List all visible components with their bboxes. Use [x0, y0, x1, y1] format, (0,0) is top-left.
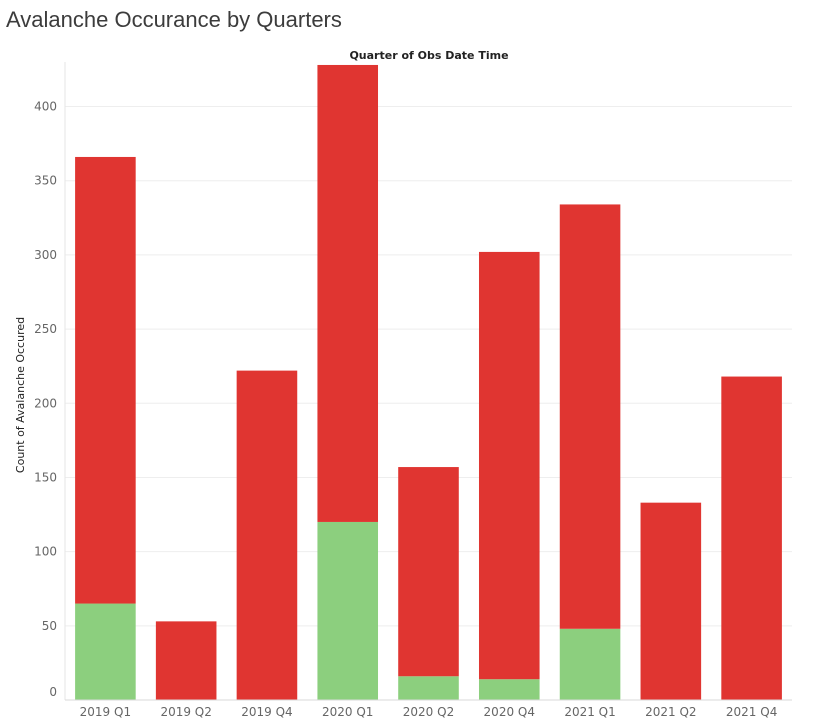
y-tick-label: 0: [49, 685, 57, 699]
y-tick-label: 50: [42, 619, 57, 633]
x-tick-label: 2019 Q2: [160, 705, 211, 719]
bar-segment[interactable]: [478, 251, 540, 680]
column-header: Quarter of Obs Date Time: [349, 49, 508, 62]
x-tick-label: 2019 Q1: [80, 705, 131, 719]
y-axis-title: Count of Avalanche Occured: [14, 317, 27, 473]
x-tick-label: 2020 Q4: [484, 705, 535, 719]
bar-segment[interactable]: [478, 679, 540, 700]
x-tick-label: 2021 Q1: [564, 705, 615, 719]
bar-segment[interactable]: [75, 156, 136, 604]
bar-segment[interactable]: [640, 502, 702, 700]
x-tick-label: 2020 Q1: [322, 705, 373, 719]
bar-segment[interactable]: [398, 467, 459, 677]
bars: [75, 64, 782, 700]
bar-segment[interactable]: [317, 64, 379, 522]
y-tick-label: 400: [34, 100, 57, 114]
bar-segment[interactable]: [317, 521, 379, 700]
x-tick-label: 2021 Q4: [726, 705, 777, 719]
bar-segment[interactable]: [398, 676, 459, 700]
y-tick-label: 200: [34, 396, 57, 410]
y-tick-label: 150: [34, 470, 57, 484]
x-tick-label: 2020 Q2: [403, 705, 454, 719]
x-tick-label: 2019 Q4: [241, 705, 292, 719]
bar-segment[interactable]: [155, 621, 217, 700]
x-tick-label: 2021 Q2: [645, 705, 696, 719]
y-tick-label: 300: [34, 248, 57, 262]
y-tick-label: 100: [34, 545, 57, 559]
bar-segment[interactable]: [236, 370, 298, 700]
chart-title: Avalanche Occurance by Quarters: [6, 7, 342, 32]
bar-segment[interactable]: [559, 628, 621, 700]
y-tick-label: 350: [34, 174, 57, 188]
bar-segment[interactable]: [75, 603, 136, 700]
x-axis-ticks: 2019 Q1 2019 Q2 2019 Q4 2020 Q1 2020 Q2 2020 …: [80, 705, 778, 719]
y-axis-ticks: 0 50 100 150 200 250 300 350 400: [34, 100, 57, 699]
bar-segment[interactable]: [721, 376, 782, 700]
y-tick-label: 250: [34, 322, 57, 336]
bar-segment[interactable]: [559, 204, 621, 629]
